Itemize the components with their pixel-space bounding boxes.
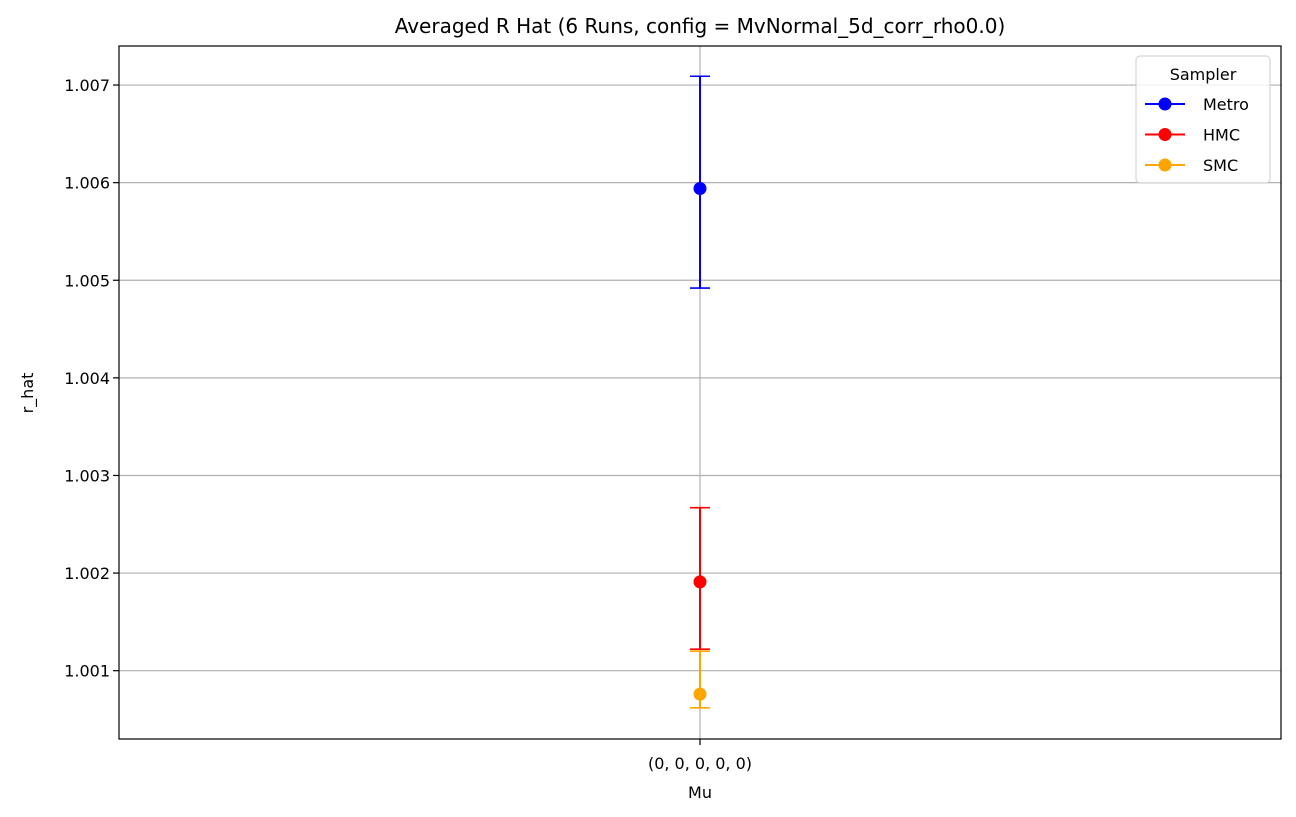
x-tick-label: (0, 0, 0, 0, 0) bbox=[648, 754, 752, 773]
legend-marker bbox=[1158, 158, 1172, 172]
series-smc bbox=[690, 650, 710, 709]
y-tick-label: 1.002 bbox=[64, 564, 110, 583]
legend-entry-metro: Metro bbox=[1145, 95, 1249, 114]
legend-marker bbox=[1158, 128, 1172, 141]
y-tick-label: 1.004 bbox=[64, 369, 110, 388]
legend-label: Metro bbox=[1203, 95, 1249, 114]
chart-title: Averaged R Hat (6 Runs, config = MvNorma… bbox=[395, 14, 1006, 38]
y-tick-label: 1.006 bbox=[64, 174, 110, 193]
legend-marker bbox=[1158, 97, 1172, 111]
series-hmc bbox=[690, 506, 710, 651]
legend-label: SMC bbox=[1203, 156, 1238, 175]
x-axis: (0, 0, 0, 0, 0) bbox=[648, 739, 752, 773]
y-tick-label: 1.003 bbox=[64, 466, 110, 485]
legend-box bbox=[1135, 55, 1271, 184]
y-axis-label: r_hat bbox=[18, 373, 38, 414]
y-tick-label: 1.001 bbox=[64, 662, 110, 681]
data-point bbox=[693, 687, 707, 701]
y-tick-label: 1.007 bbox=[64, 76, 110, 95]
series-layer bbox=[690, 75, 710, 709]
legend: Sampler Metro HMC SMC bbox=[1135, 55, 1271, 184]
data-point bbox=[693, 575, 707, 589]
y-tick-label: 1.005 bbox=[64, 271, 110, 290]
series-metro bbox=[690, 75, 710, 289]
data-point bbox=[693, 182, 707, 196]
legend-title: Sampler bbox=[1170, 65, 1237, 84]
legend-label: HMC bbox=[1203, 126, 1240, 145]
y-axis: 1.001 1.002 1.003 1.004 1.005 1.006 1.007 bbox=[64, 76, 119, 681]
legend-entry-hmc: HMC bbox=[1145, 126, 1240, 145]
legend-entry-smc: SMC bbox=[1145, 156, 1238, 175]
plot-frame bbox=[118, 45, 1282, 740]
x-axis-label: Mu bbox=[688, 783, 712, 802]
